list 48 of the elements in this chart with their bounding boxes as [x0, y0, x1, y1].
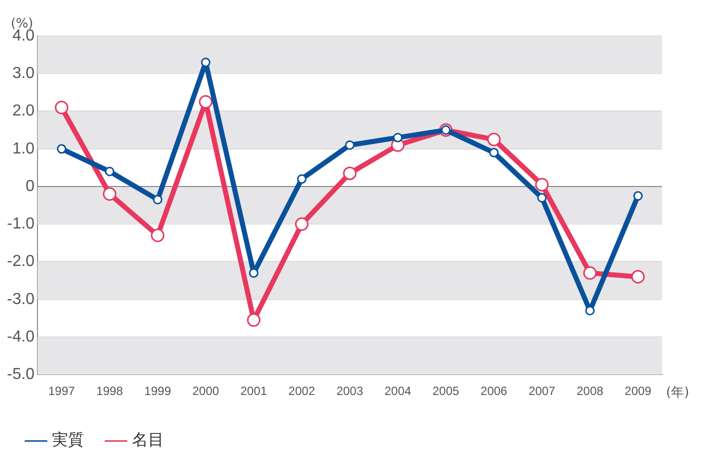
x-tick-label: 2000: [192, 384, 220, 398]
point: [246, 313, 260, 327]
point: [393, 132, 403, 142]
point: [343, 166, 357, 180]
point: [152, 194, 162, 204]
x-tick-label: 2007: [528, 384, 556, 398]
legend-label: 実質: [52, 430, 84, 450]
point: [583, 266, 597, 280]
point: [631, 270, 645, 284]
x-tick-label: 1998: [96, 384, 124, 398]
point: [200, 58, 210, 68]
point: [535, 178, 549, 192]
point: [198, 95, 212, 109]
point: [345, 140, 355, 150]
x-tick-label: 2001: [240, 384, 268, 398]
x-tick-label: 2009: [624, 384, 652, 398]
y-tick-label: -1.0: [6, 216, 35, 233]
y-tick-label: -2.0: [6, 253, 35, 270]
x-tick-label: 2002: [288, 384, 316, 398]
point: [295, 217, 308, 231]
legend-label: 名目: [132, 430, 164, 450]
x-tick-label: 2005: [432, 384, 460, 398]
point: [633, 191, 643, 201]
x-tick-label: 1997: [48, 384, 76, 398]
point: [489, 148, 499, 158]
point: [585, 306, 595, 316]
point: [102, 187, 116, 201]
x-tick-label: 2008: [576, 384, 604, 398]
x-tick-label: 2006: [480, 384, 508, 398]
y-tick-label: 3.0: [12, 65, 35, 82]
x-axis-title: (年): [666, 385, 690, 400]
x-tick-label: 2004: [384, 384, 412, 398]
point: [297, 174, 306, 184]
point: [487, 132, 501, 146]
point: [56, 144, 66, 154]
y-tick-label: -5.0: [6, 366, 35, 384]
y-tick-label: -4.0: [6, 328, 35, 346]
point: [150, 228, 164, 242]
point: [537, 193, 547, 203]
y-tick-label: 1.0: [12, 140, 35, 158]
y-tick-label: -3.0: [6, 290, 35, 308]
point: [54, 100, 68, 114]
x-tick-label: 1999: [144, 384, 172, 398]
y-tick-label: 2.0: [12, 102, 35, 120]
point: [104, 166, 114, 176]
point: [248, 268, 258, 278]
y-tick-label: 0: [26, 178, 35, 195]
x-tick-label: 2003: [336, 384, 364, 398]
